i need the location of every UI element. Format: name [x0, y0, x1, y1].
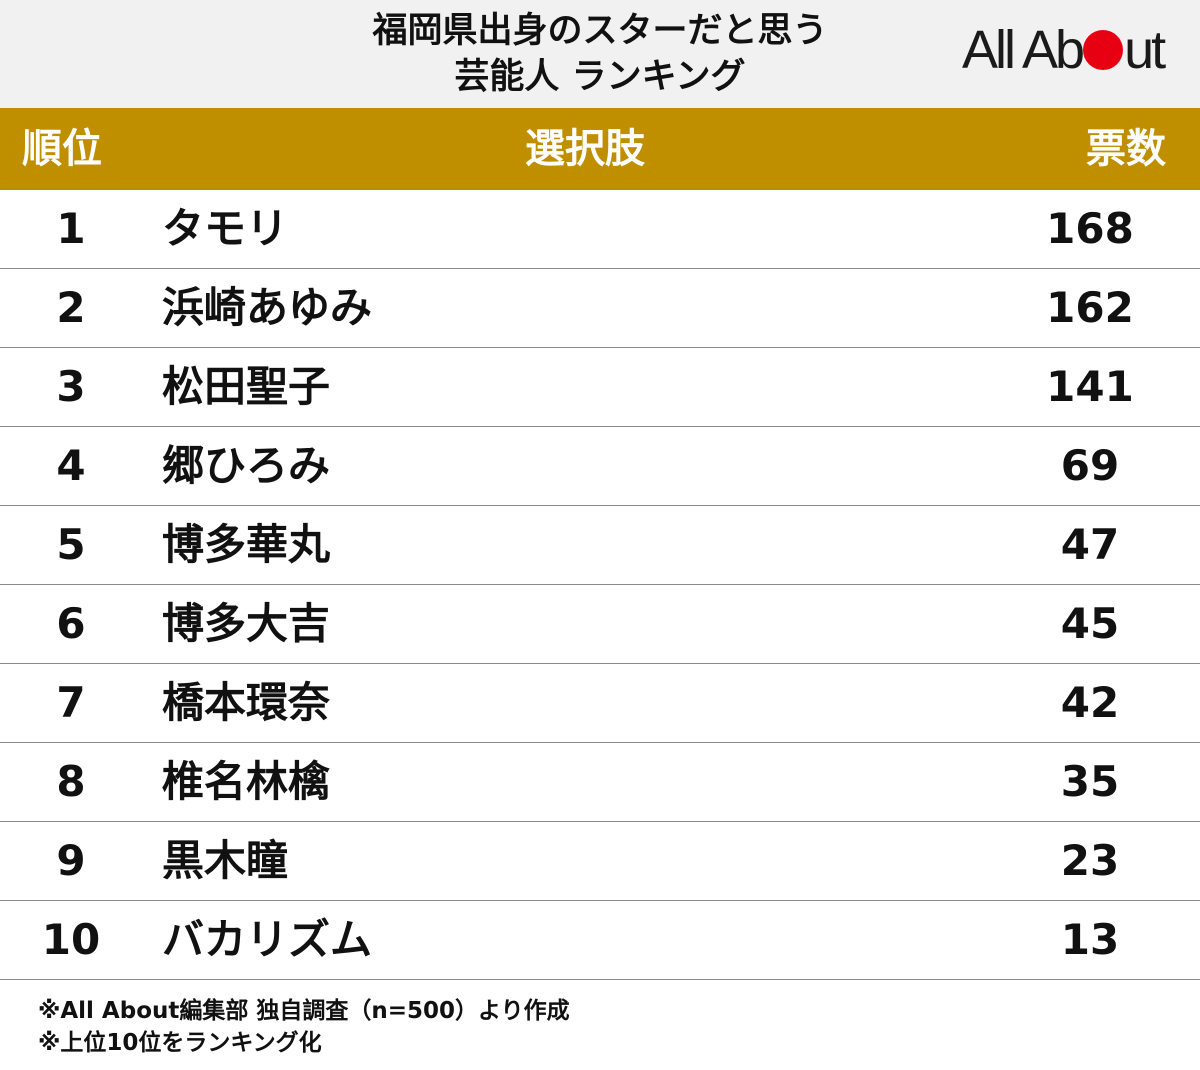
title-line-1: 福岡県出身のスターだと思う [372, 11, 828, 51]
rank-cell: 1 [56, 204, 86, 253]
votes-cell: 47 [1060, 520, 1120, 569]
column-header-rank: 順位 [22, 126, 102, 172]
votes-cell: 42 [1060, 678, 1120, 727]
votes-cell: 23 [1060, 836, 1120, 885]
table-row: 6 博多大吉 45 [0, 585, 1200, 664]
rank-cell: 2 [56, 283, 86, 332]
votes-cell: 162 [1046, 283, 1134, 332]
name-cell: 松田聖子 [162, 362, 331, 411]
votes-cell: 13 [1060, 915, 1120, 964]
logo-dot-icon [1083, 30, 1124, 70]
footnote-source: ※All About編集部 独自調査（n=500）より作成 [38, 998, 570, 1024]
column-header-votes: 票数 [1086, 126, 1166, 172]
rank-cell: 6 [56, 599, 86, 648]
page-title: 福岡県出身のスターだと思う 芸能人 ランキング [250, 8, 950, 100]
rank-cell: 9 [56, 836, 86, 885]
rank-cell: 5 [56, 520, 86, 569]
table-header: 順位 選択肢 票数 [0, 108, 1200, 190]
votes-cell: 168 [1046, 204, 1134, 253]
rank-cell: 4 [56, 441, 86, 490]
table-row: 9 黒木瞳 23 [0, 822, 1200, 901]
rank-cell: 7 [56, 678, 86, 727]
table-row: 5 博多華丸 47 [0, 506, 1200, 585]
name-cell: 博多華丸 [162, 520, 331, 569]
name-cell: 黒木瞳 [162, 836, 289, 885]
ranking-table-body: 1 タモリ 168 2 浜崎あゆみ 162 3 松田聖子 141 4 郷ひろみ 69 5 博多華丸 47 6 博… [0, 190, 1200, 980]
votes-cell: 69 [1060, 441, 1120, 490]
table-row: 1 タモリ 168 [0, 190, 1200, 269]
table-row: 10 バカリズム 13 [0, 901, 1200, 980]
table-row: 8 椎名林檎 35 [0, 743, 1200, 822]
name-cell: 橋本環奈 [162, 678, 331, 727]
votes-cell: 35 [1060, 757, 1120, 806]
name-cell: 郷ひろみ [162, 441, 331, 490]
name-cell: 博多大吉 [162, 599, 331, 648]
footnotes: ※All About編集部 独自調査（n=500）より作成 ※上位10位をランキ… [38, 995, 570, 1059]
table-row: 3 松田聖子 141 [0, 348, 1200, 427]
header: 福岡県出身のスターだと思う 芸能人 ランキング All Ab ut [0, 0, 1200, 108]
title-line-2: 芸能人 ランキング [454, 57, 746, 97]
column-header-choice: 選択肢 [525, 126, 645, 172]
table-row: 4 郷ひろみ 69 [0, 427, 1200, 506]
votes-cell: 45 [1060, 599, 1120, 648]
name-cell: タモリ [162, 204, 289, 253]
rank-cell: 3 [56, 362, 86, 411]
name-cell: 浜崎あゆみ [162, 283, 373, 332]
footnote-ranking: ※上位10位をランキング化 [38, 1030, 322, 1056]
all-about-logo: All Ab ut [962, 20, 1166, 80]
rank-cell: 10 [41, 915, 101, 964]
rank-cell: 8 [56, 757, 86, 806]
votes-cell: 141 [1046, 362, 1134, 411]
name-cell: 椎名林檎 [162, 757, 331, 806]
name-cell: バカリズム [162, 915, 373, 964]
table-row: 7 橋本環奈 42 [0, 664, 1200, 743]
table-row: 2 浜崎あゆみ 162 [0, 269, 1200, 348]
